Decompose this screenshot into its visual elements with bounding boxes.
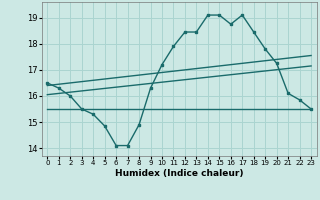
X-axis label: Humidex (Indice chaleur): Humidex (Indice chaleur) [115,169,244,178]
